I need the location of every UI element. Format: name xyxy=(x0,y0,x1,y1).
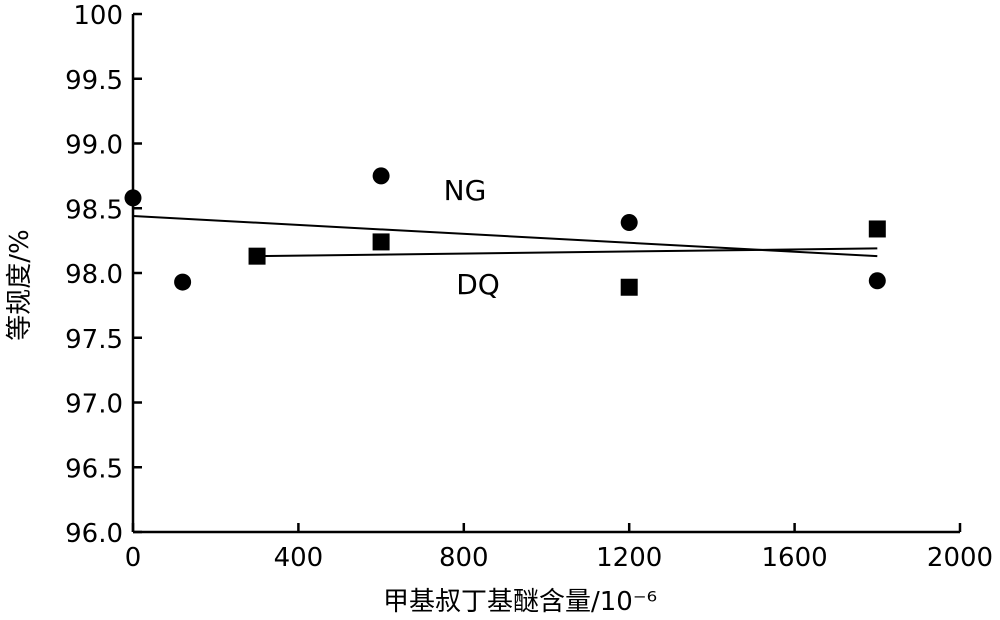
y-tick-label: 97.5 xyxy=(65,325,123,355)
point-dq xyxy=(868,220,886,238)
y-tick-label: 97.0 xyxy=(65,390,123,420)
fit-line-dq xyxy=(257,247,878,258)
y-tick-label: 98.5 xyxy=(65,195,123,225)
y-tick-label: 96.5 xyxy=(65,454,123,484)
y-tick-label: 99.5 xyxy=(65,66,123,96)
x-tick-label: 800 xyxy=(439,543,489,573)
markers xyxy=(124,167,886,296)
x-tick-label: 2000 xyxy=(927,543,993,573)
y-tick-label: 96.0 xyxy=(65,519,123,549)
x-tick-label: 400 xyxy=(274,543,324,573)
x-tick-label: 1200 xyxy=(596,543,662,573)
x-tick-label: 0 xyxy=(125,543,142,573)
point-dq xyxy=(372,233,390,251)
x-tick-label: 1600 xyxy=(762,543,828,573)
plot-frame xyxy=(131,14,960,534)
series-label-ng: NG xyxy=(444,174,487,207)
point-ng xyxy=(372,167,390,185)
y-tick-label: 99.0 xyxy=(65,131,123,161)
point-dq xyxy=(248,247,266,265)
x-axis-title: 甲基叔丁基醚含量/10⁻⁶ xyxy=(383,587,657,617)
point-ng xyxy=(620,213,638,231)
y-tick-label: 100 xyxy=(73,1,123,31)
y-ticks: 96.0 96.5 97.0 97.5 98.0 98.5 99.0 99.5 100 xyxy=(65,1,142,549)
point-ng xyxy=(124,189,142,207)
point-ng xyxy=(174,273,192,291)
point-dq xyxy=(620,278,638,296)
fit-lines xyxy=(132,215,878,258)
x-ticks: 0 400 800 1200 1600 2000 xyxy=(125,523,993,573)
y-axis-title: 等规度/% xyxy=(5,229,35,340)
point-ng xyxy=(868,272,886,290)
series-label-dq: DQ xyxy=(456,268,500,301)
y-tick-label: 98.0 xyxy=(65,260,123,290)
